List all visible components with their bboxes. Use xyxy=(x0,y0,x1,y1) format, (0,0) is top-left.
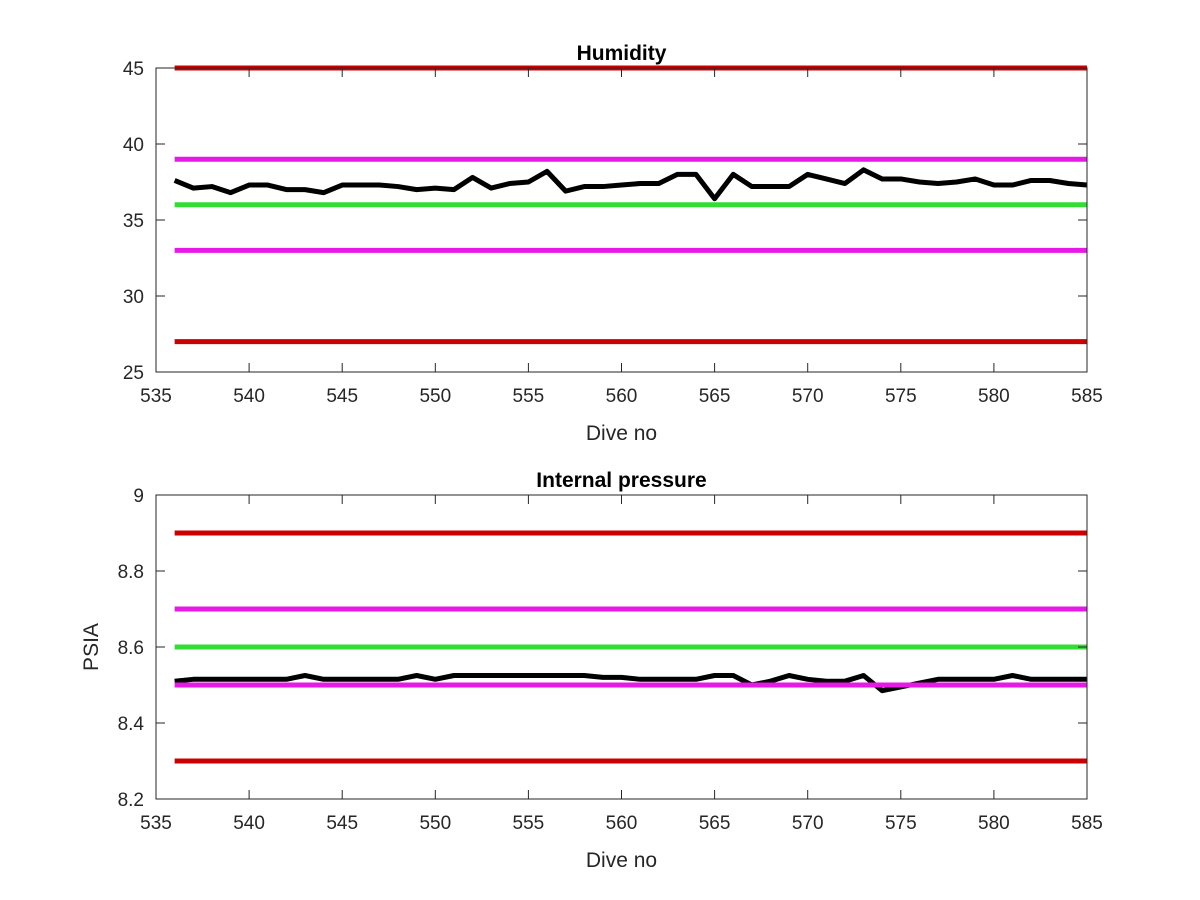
internal-pressure-panel: 535 540 545 550 555 560 565 570 575 580 585 8.2 8.4 8… xyxy=(80,469,1103,872)
pressure-x-tick-label: 570 xyxy=(792,813,824,834)
humidity-x-tick-label: 570 xyxy=(792,386,824,407)
humidity-x-tick-label: 550 xyxy=(419,386,451,407)
pressure-y-tick-label: 8.8 xyxy=(118,562,144,583)
humidity-y-tick-label: 25 xyxy=(123,363,144,384)
humidity-panel: 535 540 545 550 555 560 565 570 575 580 585 25 30 35 4… xyxy=(123,42,1103,445)
humidity-y-tick-label: 35 xyxy=(123,211,144,232)
humidity-y-tick-label: 40 xyxy=(123,135,144,156)
pressure-x-tick-label: 540 xyxy=(233,813,265,834)
humidity-x-tick-label: 545 xyxy=(326,386,358,407)
humidity-x-tick-label: 560 xyxy=(606,386,638,407)
humidity-x-tick-label: 575 xyxy=(885,386,917,407)
pressure-x-tick-label: 575 xyxy=(885,813,917,834)
pressure-y-axis-label: PSIA xyxy=(80,623,103,671)
humidity-x-tick-label: 580 xyxy=(978,386,1010,407)
humidity-x-tick-label: 555 xyxy=(513,386,545,407)
pressure-x-tick-label: 550 xyxy=(419,813,451,834)
humidity-x-tick-label: 565 xyxy=(699,386,731,407)
pressure-y-tick-label: 8.2 xyxy=(118,790,144,811)
pressure-x-tick-label: 545 xyxy=(326,813,358,834)
pressure-chart-title: Internal pressure xyxy=(536,469,706,492)
pressure-y-tick-label: 8.6 xyxy=(118,638,144,659)
pressure-x-tick-label: 565 xyxy=(699,813,731,834)
pressure-x-tick-label: 585 xyxy=(1071,813,1103,834)
humidity-x-tick-label: 540 xyxy=(233,386,265,407)
humidity-axes-box xyxy=(155,67,1088,373)
humidity-x-tick-label: 535 xyxy=(140,386,172,407)
humidity-y-tick-label: 45 xyxy=(123,59,144,80)
pressure-y-tick-label: 8.4 xyxy=(118,714,145,735)
humidity-series-line xyxy=(173,167,1088,202)
humidity-x-tick-label: 585 xyxy=(1071,386,1103,407)
pressure-x-tick-label: 555 xyxy=(513,813,545,834)
pressure-y-tick-label: 9 xyxy=(133,486,144,507)
pressure-x-axis-label: Dive no xyxy=(586,849,657,872)
humidity-chart-title: Humidity xyxy=(577,42,667,65)
pressure-x-tick-label: 580 xyxy=(978,813,1010,834)
humidity-y-tick-label: 30 xyxy=(123,287,144,308)
pressure-series-line xyxy=(174,673,1087,694)
humidity-x-axis-label: Dive no xyxy=(586,422,657,445)
pressure-x-tick-label: 535 xyxy=(140,813,172,834)
pressure-x-tick-label: 560 xyxy=(606,813,638,834)
